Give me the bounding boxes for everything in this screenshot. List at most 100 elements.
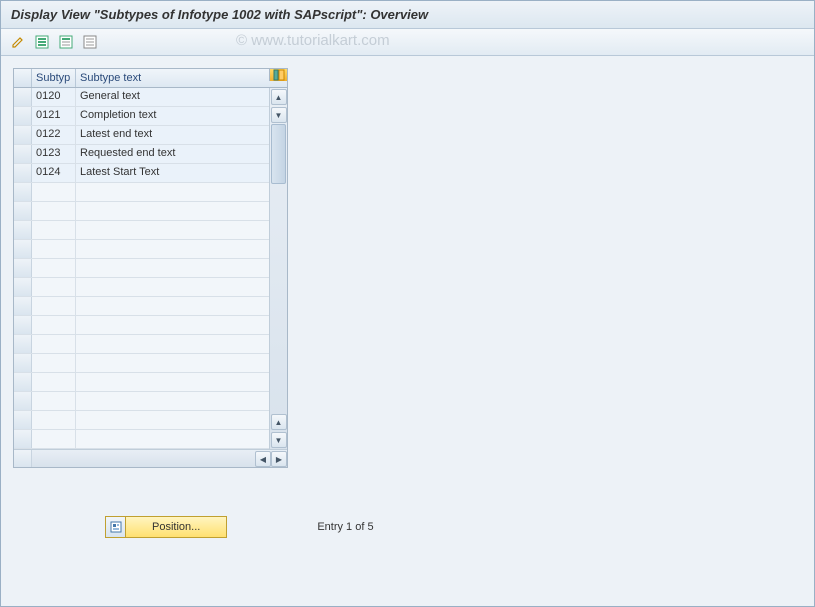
cell-subtyp[interactable]	[32, 392, 76, 410]
scroll-left-icon[interactable]: ◀	[255, 451, 271, 467]
row-selector[interactable]	[14, 202, 32, 220]
table-row[interactable]	[14, 240, 269, 259]
cell-subtyp[interactable]	[32, 316, 76, 334]
cell-subtyp[interactable]: 0120	[32, 88, 76, 106]
table-row[interactable]	[14, 297, 269, 316]
vertical-scrollbar[interactable]: ▲ ▼ ▲ ▼	[269, 88, 287, 449]
table-settings-icon[interactable]	[269, 69, 287, 81]
scroll-up-icon[interactable]: ▲	[271, 89, 287, 105]
cell-subtyp[interactable]	[32, 202, 76, 220]
cell-subtype-text[interactable]: General text	[76, 88, 269, 106]
cell-subtype-text[interactable]	[76, 259, 269, 277]
cell-subtype-text[interactable]	[76, 373, 269, 391]
scroll-page-down-icon[interactable]: ▼	[271, 432, 287, 448]
cell-subtyp[interactable]	[32, 297, 76, 315]
table-row[interactable]	[14, 259, 269, 278]
table-row[interactable]	[14, 278, 269, 297]
cell-subtyp[interactable]	[32, 373, 76, 391]
table-row[interactable]	[14, 430, 269, 449]
row-selector[interactable]	[14, 392, 32, 410]
table-body: 0120General text0121Completion text0122L…	[14, 88, 287, 449]
select-all-icon[interactable]	[33, 33, 51, 51]
row-selector[interactable]	[14, 126, 32, 144]
row-selector[interactable]	[14, 411, 32, 429]
cell-subtype-text[interactable]	[76, 392, 269, 410]
cell-subtyp[interactable]: 0121	[32, 107, 76, 125]
row-selector[interactable]	[14, 278, 32, 296]
table-row[interactable]: 0124Latest Start Text	[14, 164, 269, 183]
row-selector-header[interactable]	[14, 69, 32, 87]
table-row[interactable]: 0122Latest end text	[14, 126, 269, 145]
row-selector[interactable]	[14, 335, 32, 353]
cell-subtyp[interactable]	[32, 354, 76, 372]
cell-subtype-text[interactable]	[76, 430, 269, 448]
cell-subtype-text[interactable]: Latest Start Text	[76, 164, 269, 182]
scroll-down-icon[interactable]: ▼	[271, 107, 287, 123]
column-header-subtype-text[interactable]: Subtype text	[76, 69, 269, 87]
cell-subtyp[interactable]	[32, 183, 76, 201]
table-row[interactable]: 0123Requested end text	[14, 145, 269, 164]
cell-subtyp[interactable]	[32, 221, 76, 239]
cell-subtype-text[interactable]: Completion text	[76, 107, 269, 125]
table-row[interactable]	[14, 373, 269, 392]
cell-subtype-text[interactable]	[76, 335, 269, 353]
cell-subtyp[interactable]	[32, 430, 76, 448]
cell-subtype-text[interactable]	[76, 240, 269, 258]
row-selector[interactable]	[14, 183, 32, 201]
cell-subtype-text[interactable]	[76, 411, 269, 429]
row-selector[interactable]	[14, 221, 32, 239]
scroll-track[interactable]	[270, 124, 287, 413]
table-row[interactable]	[14, 392, 269, 411]
cell-subtyp[interactable]	[32, 411, 76, 429]
cell-subtyp[interactable]	[32, 335, 76, 353]
cell-subtype-text[interactable]	[76, 297, 269, 315]
row-selector[interactable]	[14, 259, 32, 277]
cell-subtyp[interactable]: 0122	[32, 126, 76, 144]
table-row[interactable]: 0121Completion text	[14, 107, 269, 126]
row-selector[interactable]	[14, 164, 32, 182]
row-selector[interactable]	[14, 240, 32, 258]
cell-subtype-text[interactable]: Latest end text	[76, 126, 269, 144]
row-selector[interactable]	[14, 88, 32, 106]
row-selector[interactable]	[14, 316, 32, 334]
scroll-right-icon[interactable]: ▶	[271, 451, 287, 467]
hscroll-track[interactable]	[32, 450, 255, 467]
cell-subtype-text[interactable]	[76, 354, 269, 372]
cell-subtype-text[interactable]	[76, 183, 269, 201]
deselect-all-icon[interactable]	[81, 33, 99, 51]
table-header: Subtyp Subtype text	[14, 69, 287, 88]
scroll-thumb[interactable]	[271, 124, 286, 184]
cell-subtype-text[interactable]	[76, 221, 269, 239]
cell-subtyp[interactable]	[32, 259, 76, 277]
table-row[interactable]	[14, 354, 269, 373]
select-block-icon[interactable]	[57, 33, 75, 51]
table-row[interactable]	[14, 202, 269, 221]
position-button[interactable]: Position...	[105, 516, 227, 538]
row-selector[interactable]	[14, 354, 32, 372]
row-selector[interactable]	[14, 107, 32, 125]
cell-subtyp[interactable]: 0123	[32, 145, 76, 163]
row-selector[interactable]	[14, 430, 32, 448]
horizontal-scrollbar[interactable]: ◀ ▶	[14, 449, 287, 467]
table-row[interactable]	[14, 411, 269, 430]
cell-subtyp[interactable]	[32, 278, 76, 296]
column-header-subtyp[interactable]: Subtyp	[32, 69, 76, 87]
table-row[interactable]	[14, 335, 269, 354]
cell-subtyp[interactable]: 0124	[32, 164, 76, 182]
table-row[interactable]	[14, 316, 269, 335]
edit-icon[interactable]	[9, 33, 27, 51]
row-selector[interactable]	[14, 297, 32, 315]
watermark-text: © www.tutorialkart.com	[236, 32, 390, 49]
cell-subtype-text[interactable]	[76, 316, 269, 334]
cell-subtype-text[interactable]: Requested end text	[76, 145, 269, 163]
row-selector[interactable]	[14, 373, 32, 391]
cell-subtyp[interactable]	[32, 240, 76, 258]
table-row[interactable]	[14, 221, 269, 240]
scroll-page-up-icon[interactable]: ▲	[271, 414, 287, 430]
cell-subtype-text[interactable]	[76, 202, 269, 220]
cell-subtype-text[interactable]	[76, 278, 269, 296]
entry-status: Entry 1 of 5	[317, 521, 373, 533]
row-selector[interactable]	[14, 145, 32, 163]
table-row[interactable]	[14, 183, 269, 202]
table-row[interactable]: 0120General text	[14, 88, 269, 107]
